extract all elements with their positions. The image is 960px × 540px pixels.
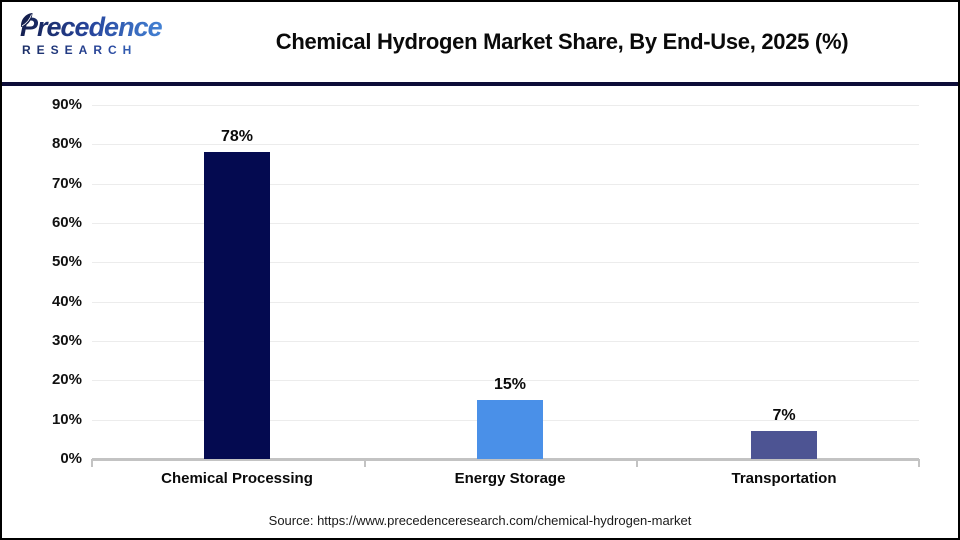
x-axis-tick [918,459,920,467]
y-axis: 0% 10% 20% 30% 40% 50% 60% 70% 80% 90% [2,2,82,538]
y-tick-label: 70% [51,174,82,192]
source-note: Source: https://www.precedenceresearch.c… [268,513,692,528]
y-tick-label: 10% [51,410,82,428]
x-category-label: Transportation [731,470,837,487]
header: Precedence RESEARCH Chemical Hydrogen Ma… [2,2,958,82]
bar-energy-storage [477,400,543,459]
y-tick-label: 60% [51,214,82,231]
x-axis-line [92,458,919,461]
gridline-40% [92,301,919,303]
y-tick-label: 90% [51,96,82,113]
y-tick-label: 20% [51,371,82,389]
gridline-30% [92,341,919,342]
chart-title: Chemical Hydrogen Market Share, By End-U… [275,29,849,54]
logo-line2-text: RESEARCH [18,44,178,56]
y-tick-label: 50% [51,253,82,271]
y-tick-label: 0% [60,450,82,467]
logo-wordmark: Precedence [18,13,178,41]
x-axis-labels: Chemical Processing Energy Storage Transpo… [92,470,919,492]
y-tick-label: 80% [51,135,82,153]
gridline-90% [92,105,919,106]
precedence-research-logo: Precedence RESEARCH [18,13,178,56]
x-category-label: Energy Storage [454,470,566,487]
plot-area: 78% 15% 7% [91,105,920,467]
bar-value-label: 7% [772,407,796,425]
gridline-60% [92,223,919,224]
y-tick-label: 30% [51,332,82,349]
gridline-80% [92,144,919,146]
leaf-icon [19,7,34,34]
x-category-label: Chemical Processing [161,470,313,487]
bar-value-label: 15% [493,376,527,393]
y-tick-label: 40% [51,292,82,310]
bar-chemical-processing [204,152,270,459]
gridline-50% [92,262,919,264]
gridline-70% [92,183,919,185]
x-axis-tick [364,459,366,467]
x-axis-tick [636,459,638,467]
gridline-20% [92,380,919,382]
bar-transportation [751,431,817,459]
bar-value-label: 78% [220,128,254,146]
header-divider [2,82,958,86]
x-axis-tick [91,459,93,467]
